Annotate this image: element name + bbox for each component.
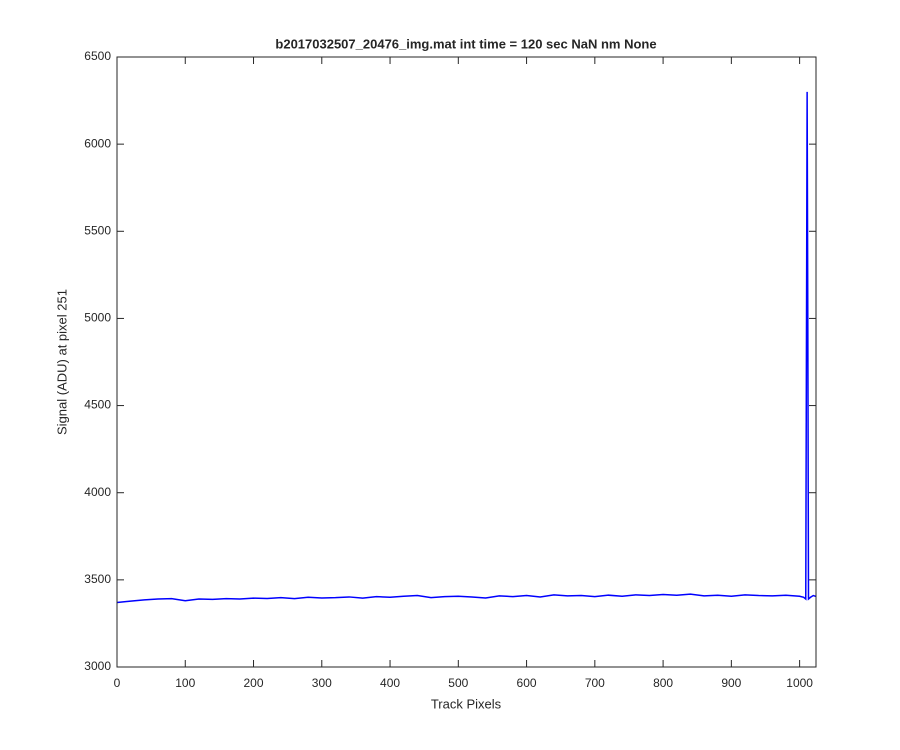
y-tick-label: 3500 bbox=[84, 572, 111, 586]
x-tick-label: 0 bbox=[114, 676, 121, 690]
x-tick-label: 100 bbox=[175, 676, 195, 690]
x-tick-label: 1000 bbox=[786, 676, 813, 690]
x-tick-label: 500 bbox=[448, 676, 468, 690]
x-tick-label: 700 bbox=[585, 676, 605, 690]
chart-title: b2017032507_20476_img.mat int time = 120… bbox=[275, 36, 656, 51]
x-tick-label: 200 bbox=[244, 676, 264, 690]
y-tick-label: 6500 bbox=[84, 49, 111, 63]
y-tick-label: 4000 bbox=[84, 485, 111, 499]
x-tick-label: 300 bbox=[312, 676, 332, 690]
x-tick-label: 900 bbox=[721, 676, 741, 690]
y-tick-label: 4500 bbox=[84, 398, 111, 412]
x-tick-label: 400 bbox=[380, 676, 400, 690]
y-tick-label: 5500 bbox=[84, 223, 111, 237]
x-tick-label: 600 bbox=[517, 676, 537, 690]
y-tick-label: 5000 bbox=[84, 311, 111, 325]
x-axis-label: Track Pixels bbox=[431, 696, 502, 711]
y-tick-label: 6000 bbox=[84, 136, 111, 150]
y-axis-label: Signal (ADU) at pixel 251 bbox=[54, 289, 69, 435]
data-line bbox=[116, 91, 817, 604]
x-tick-label: 800 bbox=[653, 676, 673, 690]
axes-box bbox=[116, 56, 817, 668]
y-tick-label: 3000 bbox=[84, 659, 111, 673]
